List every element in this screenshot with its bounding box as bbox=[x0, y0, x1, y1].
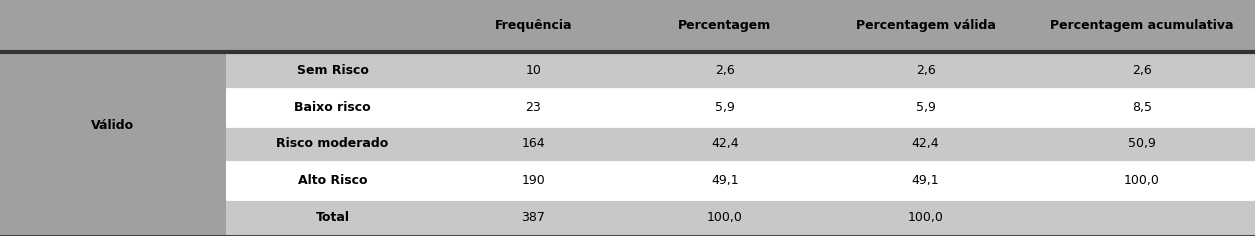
Bar bbox=[0, 89, 1255, 126]
Text: 5,9: 5,9 bbox=[715, 101, 734, 114]
Text: 5,9: 5,9 bbox=[916, 101, 935, 114]
Text: 190: 190 bbox=[522, 174, 545, 187]
Text: 100,0: 100,0 bbox=[1124, 174, 1160, 187]
Text: Válido: Válido bbox=[92, 119, 134, 132]
Text: Percentagem acumulativa: Percentagem acumulativa bbox=[1050, 19, 1234, 33]
Text: 100,0: 100,0 bbox=[707, 211, 743, 224]
Text: 10: 10 bbox=[526, 64, 541, 77]
Text: Percentagem: Percentagem bbox=[678, 19, 772, 33]
Text: 100,0: 100,0 bbox=[907, 211, 944, 224]
Text: 50,9: 50,9 bbox=[1128, 137, 1156, 151]
Text: 2,6: 2,6 bbox=[1132, 64, 1152, 77]
Text: 49,1: 49,1 bbox=[710, 174, 739, 187]
Text: 2,6: 2,6 bbox=[715, 64, 734, 77]
Text: 8,5: 8,5 bbox=[1132, 101, 1152, 114]
Text: Risco moderado: Risco moderado bbox=[276, 137, 389, 151]
Text: 2,6: 2,6 bbox=[916, 64, 935, 77]
Bar bbox=[0, 199, 1255, 236]
Bar bbox=[0, 52, 226, 199]
Text: 49,1: 49,1 bbox=[911, 174, 940, 187]
Bar bbox=[0, 126, 1255, 162]
Text: 387: 387 bbox=[521, 211, 546, 224]
Bar bbox=[0, 162, 1255, 199]
Bar bbox=[0, 0, 1255, 52]
Text: Alto Risco: Alto Risco bbox=[297, 174, 368, 187]
Text: 42,4: 42,4 bbox=[710, 137, 739, 151]
Text: Baixo risco: Baixo risco bbox=[294, 101, 371, 114]
Bar bbox=[0, 199, 226, 236]
Text: 23: 23 bbox=[526, 101, 541, 114]
Text: Sem Risco: Sem Risco bbox=[296, 64, 369, 77]
Text: Percentagem válida: Percentagem válida bbox=[856, 19, 995, 33]
Bar bbox=[0, 52, 1255, 89]
Text: Frequência: Frequência bbox=[494, 19, 572, 33]
Text: 42,4: 42,4 bbox=[911, 137, 940, 151]
Text: Total: Total bbox=[315, 211, 350, 224]
Text: 164: 164 bbox=[522, 137, 545, 151]
